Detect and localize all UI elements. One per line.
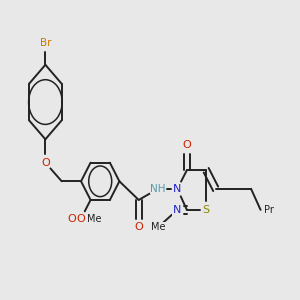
Text: Br: Br [40, 38, 51, 48]
Text: O: O [41, 158, 50, 168]
Text: Me: Me [151, 222, 165, 232]
Text: O: O [67, 214, 76, 224]
Text: O: O [77, 214, 85, 224]
Text: N: N [173, 184, 182, 194]
Text: Me: Me [87, 214, 101, 224]
Text: Pr: Pr [264, 205, 274, 215]
Text: O: O [134, 222, 143, 232]
Text: O: O [182, 140, 191, 150]
Text: NH: NH [150, 184, 166, 194]
Text: S: S [202, 205, 210, 215]
Text: N: N [173, 205, 182, 215]
